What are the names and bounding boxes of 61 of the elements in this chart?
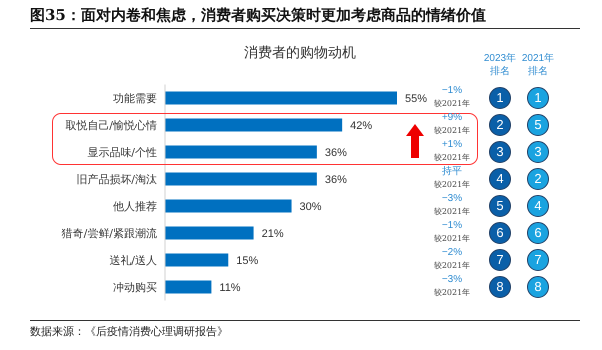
text: 较2021年 [432, 233, 472, 244]
text: 8 [489, 276, 511, 298]
y-tick-label: 旧产品损坏/淘汰 [76, 172, 157, 186]
text: 8 [527, 276, 549, 298]
chart-title: 图35：面对内卷和焦虑，消费者购买决策时更加考虑商品的情绪价值 [30, 6, 486, 25]
text: 持平 [441, 166, 463, 178]
bar [165, 118, 342, 132]
bar [165, 254, 228, 266]
text: −1% [440, 220, 464, 232]
bar [165, 146, 317, 158]
data-label: 55% [405, 92, 428, 105]
data-label: 30% [300, 200, 322, 213]
text: 较2021年 [432, 152, 472, 163]
bar [165, 226, 254, 240]
text: 6 [527, 222, 549, 244]
bar [165, 200, 292, 212]
text: 2 [527, 168, 549, 190]
text: 7 [527, 249, 549, 271]
y-tick-label: 猎奇/尝鲜/紧跟潮流 [62, 226, 157, 240]
text: 较2021年 [432, 125, 472, 136]
text: 6 [489, 222, 511, 244]
y-tick-label: 他人推荐 [113, 200, 157, 213]
data-label: 36% [324, 146, 348, 159]
text: 较2021年 [432, 206, 472, 217]
data-label: 36% [324, 174, 348, 186]
text: −1% [442, 85, 462, 96]
text: 4 [527, 195, 549, 217]
y-tick-label: 送礼/送人 [109, 254, 157, 267]
text: 5 [527, 114, 549, 136]
data-label: 15% [236, 254, 259, 267]
y-tick-label: 功能需要 [113, 92, 157, 105]
text: +1% [440, 139, 464, 151]
text: 1 [527, 87, 549, 109]
text: 1 [489, 87, 511, 109]
text: 较2021年 [432, 179, 472, 190]
y-tick-label: 冲动购买 [113, 280, 157, 294]
data-label: 42% [350, 120, 372, 132]
data-label: 21% [262, 228, 284, 240]
text: 2021年排名 [521, 52, 555, 78]
text: 2023年排名 [483, 52, 517, 78]
chart-subtitle: 消费者的购物动机 [243, 44, 357, 62]
text: +9% [440, 112, 464, 124]
data-label: 11% [219, 282, 241, 294]
text: 3 [527, 141, 549, 163]
text: 较2021年 [432, 287, 472, 298]
bar [165, 172, 317, 186]
text: 较2021年 [432, 260, 472, 271]
y-tick-label: 取悦自己/愉悦心情 [65, 118, 157, 132]
text: −2% [440, 247, 464, 259]
text: 5 [489, 195, 511, 217]
y-tick-label: 显示品味/个性 [87, 146, 157, 159]
text: 4 [489, 168, 511, 190]
bar [165, 280, 212, 294]
text: −3% [440, 193, 464, 205]
text: 7 [489, 249, 511, 271]
text: 2 [489, 114, 511, 136]
text: 3 [489, 141, 511, 163]
text: 较2021年 [434, 99, 470, 108]
source-note: 数据来源：《后疫情消费心理调研报告》 [30, 324, 228, 339]
bar [165, 92, 397, 104]
text: −3% [440, 274, 464, 286]
